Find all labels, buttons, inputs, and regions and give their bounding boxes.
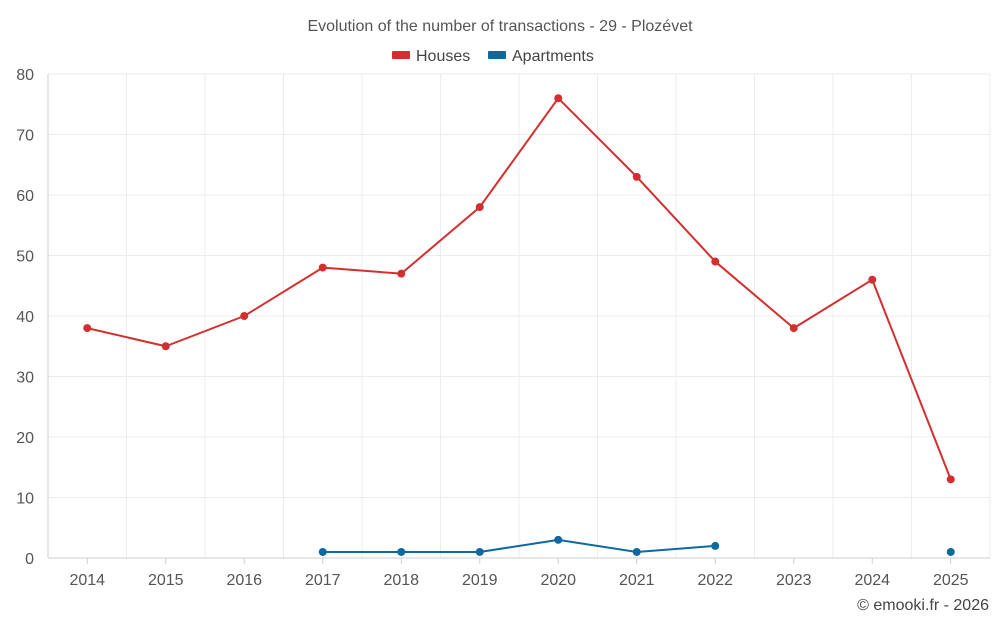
y-tick-label: 40 xyxy=(16,309,34,326)
data-point-houses[interactable] xyxy=(789,324,798,333)
y-tick-label: 0 xyxy=(25,551,34,568)
data-point-apartments[interactable] xyxy=(946,547,955,556)
data-point-apartments[interactable] xyxy=(632,547,641,556)
series-layer xyxy=(83,94,955,556)
legend-swatch-houses xyxy=(392,51,410,59)
legend-swatch-apartments xyxy=(488,51,506,59)
y-tick-label: 30 xyxy=(16,370,34,387)
data-point-houses[interactable] xyxy=(318,263,327,272)
legend-label-houses: Houses xyxy=(416,48,470,65)
data-point-houses[interactable] xyxy=(868,275,877,284)
data-point-houses[interactable] xyxy=(240,312,249,320)
series-line-houses xyxy=(87,97,952,480)
x-tick-label: 2025 xyxy=(933,572,969,589)
series-line-apartments xyxy=(322,538,716,553)
data-point-houses[interactable] xyxy=(554,94,563,103)
data-point-apartments[interactable] xyxy=(318,547,327,556)
data-point-apartments[interactable] xyxy=(554,535,563,544)
data-point-apartments[interactable] xyxy=(397,547,406,556)
y-tick-label: 20 xyxy=(16,430,34,447)
legend-label-apartments: Apartments xyxy=(512,48,594,65)
legend-item-apartments[interactable]: Apartments xyxy=(488,48,594,65)
series-apartments xyxy=(318,535,955,556)
chart-title: Evolution of the number of transactions … xyxy=(307,18,693,35)
x-tick-label: 2017 xyxy=(305,572,341,589)
x-tick-label: 2021 xyxy=(619,572,655,589)
data-point-houses[interactable] xyxy=(475,203,484,212)
x-tick-label: 2018 xyxy=(383,572,419,589)
y-tick-label: 70 xyxy=(16,128,34,145)
data-point-apartments[interactable] xyxy=(475,547,484,556)
x-tick-label: 2024 xyxy=(854,572,890,589)
data-point-houses[interactable] xyxy=(397,269,406,278)
x-tick-label: 2016 xyxy=(226,572,262,589)
y-tick-label: 80 xyxy=(16,67,34,84)
series-houses xyxy=(83,94,955,484)
axes xyxy=(47,74,990,559)
data-point-houses[interactable] xyxy=(161,342,170,351)
x-tick-label: 2019 xyxy=(462,572,498,589)
legend: Houses Apartments xyxy=(392,48,594,65)
x-tick-label: 2022 xyxy=(697,572,733,589)
x-tick-label: 2023 xyxy=(776,572,812,589)
x-tick-label: 2014 xyxy=(69,572,105,589)
x-tick-label: 2020 xyxy=(540,572,576,589)
y-axis-ticks: 0 10 20 30 40 50 60 70 80 xyxy=(16,67,34,568)
y-tick-label: 60 xyxy=(16,188,34,205)
x-tick-label: 2015 xyxy=(148,572,184,589)
data-point-houses[interactable] xyxy=(711,257,720,266)
y-tick-label: 50 xyxy=(16,249,34,266)
data-point-houses[interactable] xyxy=(946,475,955,484)
legend-item-houses[interactable]: Houses xyxy=(392,48,470,65)
data-point-apartments[interactable] xyxy=(711,541,720,550)
credit-text: © emooki.fr - 2026 xyxy=(857,597,989,614)
x-axis-ticks: 2014 2015 2016 2017 2018 2019 2020 2021 2022 2023… xyxy=(69,558,969,589)
grid xyxy=(47,73,991,558)
data-point-houses[interactable] xyxy=(632,172,641,181)
data-point-houses[interactable] xyxy=(83,324,92,333)
y-tick-label: 10 xyxy=(16,491,34,508)
